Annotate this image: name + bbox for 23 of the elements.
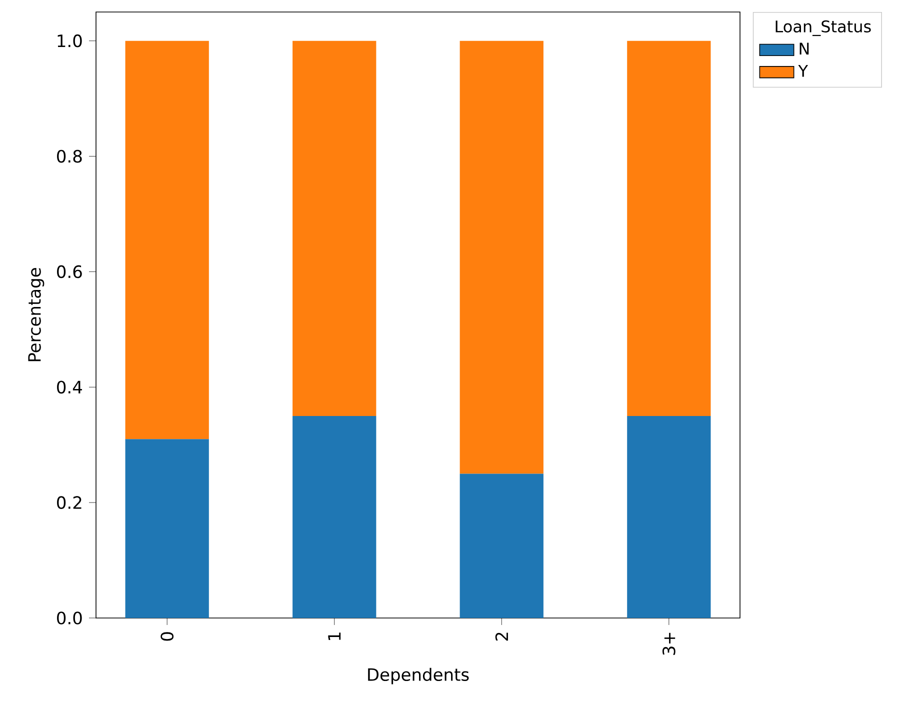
- bar: [460, 474, 544, 618]
- x-tick-label: 3+: [662, 632, 676, 655]
- y-tick-label: 0.0: [57, 612, 82, 624]
- bar: [292, 40, 376, 416]
- x-tick-label: 0: [160, 632, 174, 641]
- bar: [460, 40, 544, 474]
- y-tick-label: 0.4: [57, 380, 82, 394]
- y-tick-label: 0.8: [57, 150, 82, 163]
- legend-title: Loan_Status: [776, 20, 871, 36]
- bar: [627, 416, 711, 618]
- legend-label: N: [800, 42, 809, 54]
- bar: [125, 40, 209, 440]
- y-tick-label: 0.2: [57, 496, 82, 509]
- y-tick-label: 1.0: [58, 34, 82, 48]
- y-axis-title: Percentage: [28, 268, 44, 362]
- y-tick-label: 0.6: [57, 265, 82, 278]
- legend-label: Y: [798, 65, 808, 77]
- x-tick-label: 2: [495, 632, 508, 641]
- x-axis-title: Dependents: [368, 668, 469, 684]
- bar: [627, 40, 711, 416]
- bar: [125, 439, 209, 618]
- x-tick-label: 1: [328, 632, 341, 640]
- bar: [292, 416, 376, 618]
